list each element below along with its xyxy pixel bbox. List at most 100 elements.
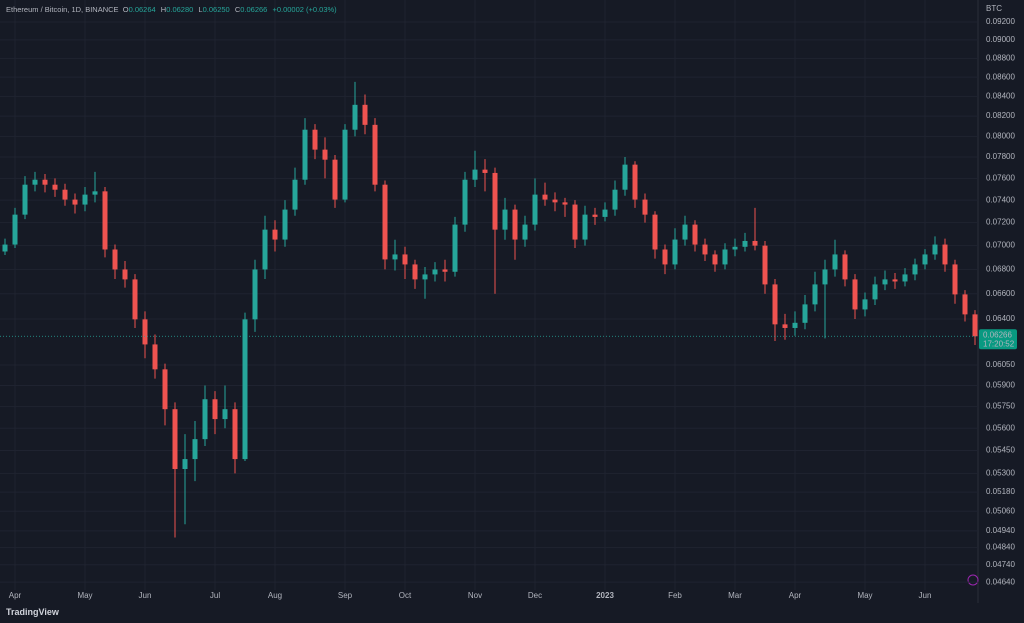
y-tick-label: 0.06800: [986, 264, 1015, 273]
candle-body: [202, 399, 208, 440]
candle-body: [332, 159, 338, 200]
candle-body: [32, 179, 38, 185]
candle-body: [142, 319, 148, 345]
y-tick-label: 0.07800: [986, 152, 1015, 161]
candle-body: [692, 224, 698, 245]
x-tick-label: Jun: [139, 591, 152, 600]
candle-body: [922, 254, 928, 265]
event-icon[interactable]: [967, 574, 979, 586]
y-tick-label: 0.09000: [986, 35, 1015, 44]
x-tick-label: Nov: [468, 591, 482, 600]
candle-body: [422, 274, 428, 280]
x-tick-label: Feb: [668, 591, 682, 600]
candle-body: [572, 204, 578, 240]
y-tick-label: 0.07400: [986, 195, 1015, 204]
candle-body: [62, 189, 68, 200]
candle-body: [132, 279, 138, 320]
candle-body: [802, 304, 808, 323]
candle-body: [682, 224, 688, 240]
countdown: 17:20:52: [983, 339, 1015, 348]
y-tick-label: 0.06050: [986, 360, 1015, 369]
ohlc-value: 0.06250: [202, 5, 230, 14]
ohlc-label: H: [160, 5, 167, 14]
brand-logo[interactable]: TradingView: [6, 607, 59, 617]
y-tick-label: 0.04840: [986, 543, 1015, 552]
candle-body: [932, 244, 938, 255]
candle-body: [962, 294, 968, 315]
candle-body: [842, 254, 848, 280]
candle-body: [52, 184, 58, 190]
candle-body: [412, 264, 418, 280]
candle-body: [182, 459, 188, 470]
y-tick-label: 0.06400: [986, 314, 1015, 323]
x-tick-label: Oct: [399, 591, 412, 600]
candle-body: [232, 409, 238, 460]
candle-body: [442, 269, 448, 272]
y-tick-label: 0.05600: [986, 423, 1015, 432]
candle-body: [622, 164, 628, 190]
candle-body: [852, 279, 858, 310]
candle-body: [482, 169, 488, 173]
change: +0.00002 (+0.03%): [272, 5, 337, 14]
candle-body: [302, 129, 308, 180]
candle-body: [892, 279, 898, 282]
y-tick-label: 0.04740: [986, 560, 1015, 569]
candle-body: [382, 184, 388, 260]
y-tick-label: 0.06600: [986, 289, 1015, 298]
candle-body: [632, 164, 638, 200]
candle-body: [242, 319, 248, 460]
candle-body: [702, 244, 708, 255]
candle-body: [822, 269, 828, 285]
candle-body: [662, 249, 668, 265]
y-tick-label: 0.05750: [986, 402, 1015, 411]
y-tick-label: 0.09200: [986, 17, 1015, 26]
candle-body: [362, 104, 368, 125]
candle-body: [562, 202, 568, 205]
ohlc-value: 0.06280: [166, 5, 194, 14]
candle-body: [882, 279, 888, 285]
y-tick-label: 0.07000: [986, 241, 1015, 250]
candle-body: [872, 284, 878, 300]
candle-body: [172, 409, 178, 470]
x-tick-label: May: [857, 591, 872, 600]
x-tick-label: Mar: [728, 591, 742, 600]
last-price-label: 0.06266: [983, 330, 1012, 339]
candle-body: [712, 254, 718, 265]
candle-body: [612, 189, 618, 210]
candle-body: [22, 184, 28, 215]
y-tick-label: 0.05060: [986, 506, 1015, 515]
x-tick-label: Dec: [528, 591, 542, 600]
ohlc-value: 0.06264: [128, 5, 156, 14]
candle-body: [522, 224, 528, 240]
ohlc-label: C: [234, 5, 241, 14]
candle-body: [492, 172, 498, 230]
x-tick-label: Sep: [338, 591, 353, 600]
y-tick-label: 0.05300: [986, 468, 1015, 477]
candle-body: [322, 149, 328, 160]
candle-body: [652, 214, 658, 250]
candle-body: [82, 194, 88, 205]
candle-body: [102, 191, 108, 250]
candle-body: [222, 409, 228, 420]
candle-body: [942, 244, 948, 265]
x-tick-label: Aug: [268, 591, 282, 600]
y-tick-label: 0.07600: [986, 173, 1015, 182]
candle-body: [732, 246, 738, 250]
legend-header: Ethereum / Bitcoin, 1D, BINANCE O0.06264…: [6, 5, 340, 14]
candle-body: [552, 199, 558, 203]
y-tick-label: 0.04940: [986, 526, 1015, 535]
candle-body: [162, 369, 168, 410]
candle-body: [462, 179, 468, 225]
candle-body: [342, 129, 348, 200]
candle-body: [512, 209, 518, 240]
x-tick-label: May: [77, 591, 92, 600]
candle-body: [752, 240, 758, 246]
y-tick-label: 0.08800: [986, 53, 1015, 62]
candle-body: [72, 199, 78, 205]
candle-body: [762, 245, 768, 285]
y-tick-label: 0.08000: [986, 131, 1015, 140]
candle-body: [772, 284, 778, 325]
candle-body: [212, 399, 218, 420]
